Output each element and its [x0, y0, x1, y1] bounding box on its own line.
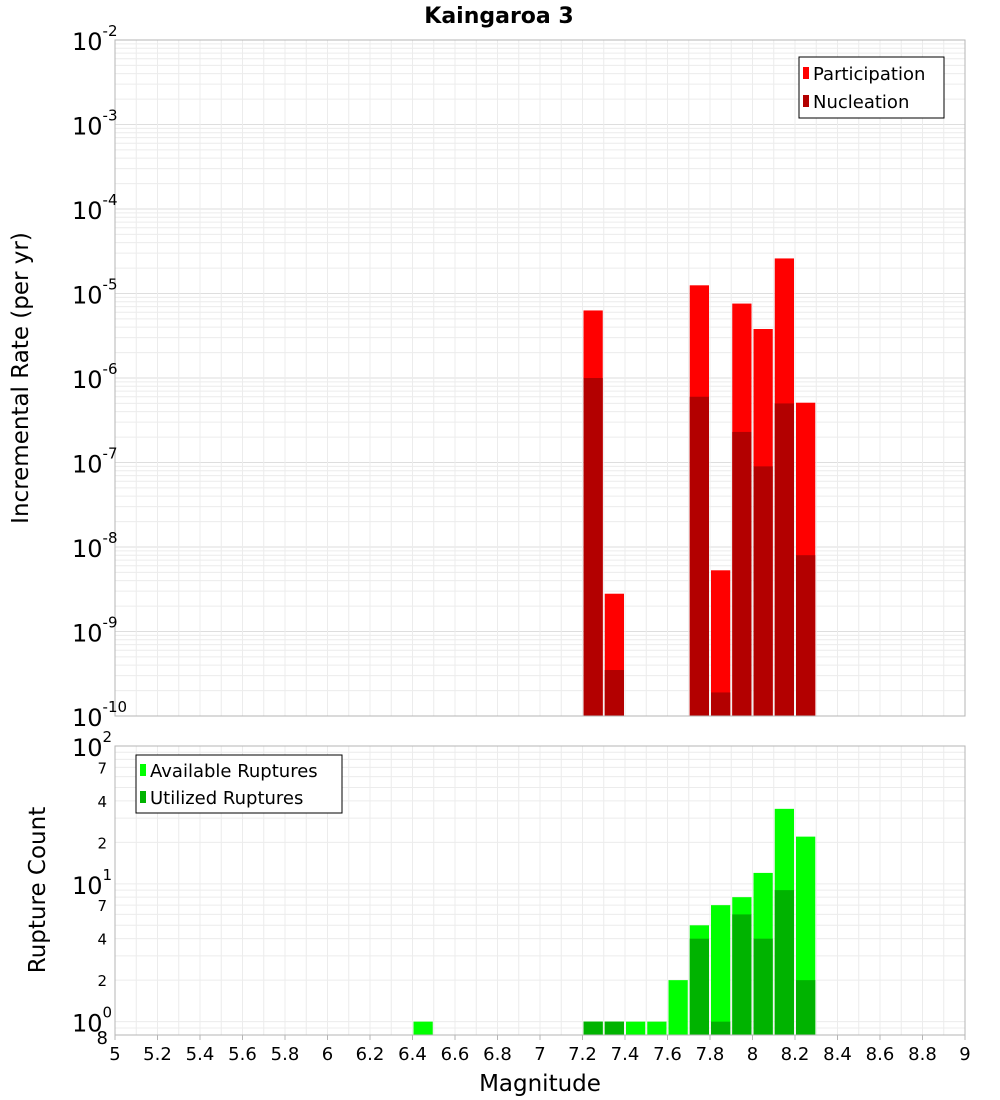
x-tick-label: 5.2 [143, 1044, 172, 1065]
legend-swatch-available [140, 764, 146, 776]
rate-bar-participation [711, 570, 731, 716]
x-tick-label: 5.6 [228, 1044, 257, 1065]
x-tick-label: 5.8 [271, 1044, 300, 1065]
rate-bars [583, 258, 816, 716]
count-bar-utilized-ruptures [774, 890, 794, 1035]
count-bar-available-ruptures [626, 1021, 646, 1035]
rate-bar-nucleation [732, 431, 752, 716]
rate-bar-nucleation [774, 403, 794, 716]
rate-bar-nucleation [604, 670, 624, 716]
rate-y-tick-label: 10-10 [72, 698, 127, 732]
legend-swatch-nucleation [803, 95, 809, 107]
legend-swatch-utilized [140, 791, 146, 803]
count-bar-utilized-ruptures [689, 938, 709, 1035]
x-tick-label: 8 [747, 1044, 758, 1065]
x-tick-label: 7 [534, 1044, 545, 1065]
legend-label-utilized: Utilized Ruptures [150, 788, 303, 809]
count-bar-utilized-ruptures [796, 980, 816, 1035]
rate-legend: Participation Nucleation [798, 56, 945, 119]
legend-label-available: Available Ruptures [150, 761, 318, 782]
count-bar-available-ruptures [413, 1021, 433, 1035]
chart-title: Kaingaroa 3 [424, 4, 573, 29]
x-tick-label: 8.6 [866, 1044, 895, 1065]
count-bar-available-ruptures [711, 905, 731, 1035]
count-y-minor-tick-label: 7 [97, 759, 107, 777]
count-bar-utilized-ruptures [583, 1021, 603, 1035]
x-tick-label: 9 [959, 1044, 970, 1065]
x-tick-label: 7.6 [653, 1044, 682, 1065]
x-tick-label: 7.8 [696, 1044, 725, 1065]
rate-y-tick-label: 10-8 [72, 529, 118, 563]
count-bar-available-ruptures [647, 1021, 667, 1035]
legend-label-participation: Participation [813, 64, 925, 85]
x-tick-label: 7.4 [611, 1044, 640, 1065]
rate-grid [115, 40, 966, 716]
rate-panel: 10-210-310-410-510-610-710-810-910-10 In… [8, 22, 966, 732]
x-tick-label: 6 [322, 1044, 333, 1065]
x-tick-label: 6.8 [483, 1044, 512, 1065]
count-bar-utilized-ruptures [711, 1021, 731, 1035]
rate-bar-nucleation [711, 692, 731, 716]
count-bar-utilized-ruptures [753, 938, 773, 1035]
legend-swatch-participation [803, 67, 809, 79]
rate-y-tick-label: 10-7 [72, 445, 118, 479]
x-tick-label: 5 [109, 1044, 120, 1065]
count-bar-available-ruptures [668, 980, 688, 1035]
x-tick-label: 7.2 [568, 1044, 597, 1065]
count-y-minor-tick-label: 7 [97, 897, 107, 915]
count-y-minor-tick-label: 4 [97, 793, 107, 811]
x-axis-label: Magnitude [479, 1071, 601, 1097]
count-y-minor-tick-label: 8 [97, 1028, 108, 1049]
x-tick-labels: 5 5.2 5.4 5.6 5.8 6 6.2 6.4 6.6 6.8 7 7.2 7.4 7.6 7.8 8… [109, 1035, 971, 1065]
x-tick-label: 8.8 [908, 1044, 937, 1065]
x-tick-label: 6.2 [356, 1044, 385, 1065]
count-bar-utilized-ruptures [732, 914, 752, 1035]
x-tick-label: 6.4 [398, 1044, 427, 1065]
count-legend: Available Ruptures Utilized Ruptures [135, 754, 343, 814]
rate-y-axis-label: Incremental Rate (per yr) [8, 232, 34, 524]
rate-y-tick-label: 10-4 [72, 191, 118, 225]
x-tick-label: 5.4 [186, 1044, 215, 1065]
rate-bar-nucleation [689, 396, 709, 716]
rate-bar-nucleation [583, 378, 603, 716]
count-y-axis-label: Rupture Count [25, 807, 51, 973]
legend-label-nucleation: Nucleation [813, 92, 909, 113]
x-tick-label: 6.6 [441, 1044, 470, 1065]
count-bar-utilized-ruptures [604, 1021, 624, 1035]
rate-bar-nucleation [796, 555, 816, 716]
count-y-minor-tick-label: 2 [97, 972, 107, 990]
count-y-minor-tick-label: 4 [97, 931, 107, 949]
rate-bar-nucleation [753, 466, 773, 716]
x-tick-label: 8.4 [823, 1044, 852, 1065]
count-bars [413, 808, 816, 1035]
count-y-minor-tick-label: 2 [97, 834, 107, 852]
x-tick-label: 8.2 [781, 1044, 810, 1065]
